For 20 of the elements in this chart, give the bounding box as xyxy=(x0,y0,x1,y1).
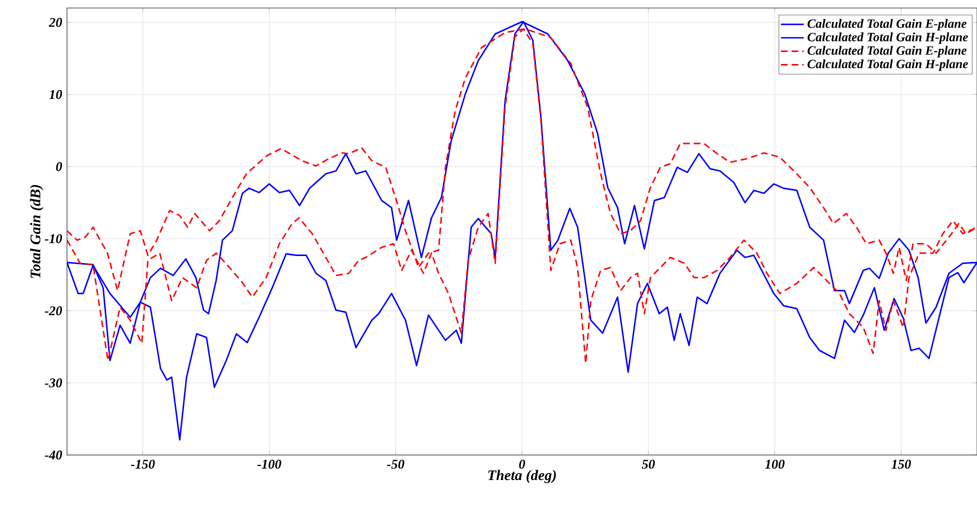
y-tick-label: -30 xyxy=(44,378,62,388)
x-tick-label: -100 xyxy=(257,460,282,469)
y-tick-label: -20 xyxy=(44,306,62,316)
x-tick-label: 100 xyxy=(765,460,785,469)
y-tick-label: 10 xyxy=(49,90,62,100)
y-tick-label: -10 xyxy=(44,234,62,244)
y-tick-label: 0 xyxy=(56,162,62,172)
legend-label: Calculated Total Gain H-plane xyxy=(808,32,968,44)
x-tick-label: 50 xyxy=(642,460,655,469)
x-axis-title: Theta (deg) xyxy=(488,470,556,484)
x-tick-label: 0 xyxy=(519,460,526,469)
y-axis-title: Total Gain (dB) xyxy=(30,185,44,278)
x-tick-label: 150 xyxy=(891,460,911,469)
x-tick-label: -50 xyxy=(387,460,404,469)
x-tick-label: -150 xyxy=(130,460,155,469)
y-tick-label: -40 xyxy=(44,450,62,460)
legend-label: Calculated Total Gain H-plane xyxy=(808,59,968,71)
y-tick-label: 20 xyxy=(48,18,62,27)
legend-label: Calculated Total Gain E-plane xyxy=(808,46,967,58)
legend-label: Calculated Total Gain E-plane xyxy=(808,18,967,30)
